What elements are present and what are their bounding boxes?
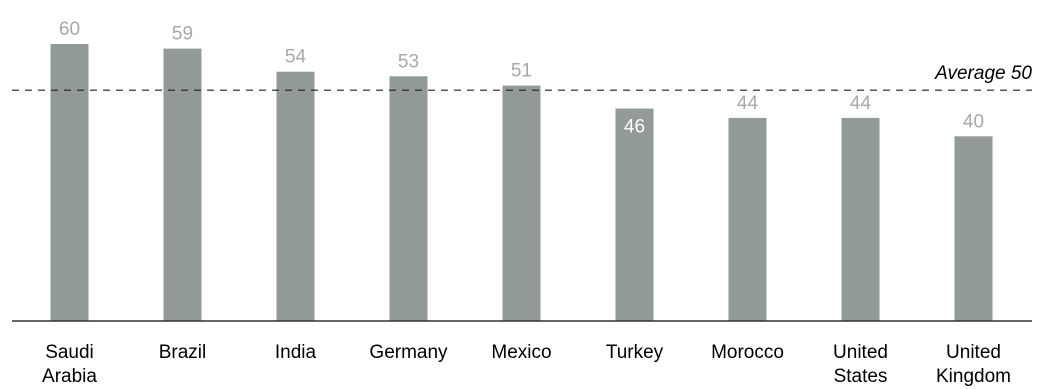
category-label: Turkey xyxy=(606,342,664,363)
average-label: Average 50 xyxy=(934,63,1032,84)
data-label: 46 xyxy=(624,117,645,138)
bars-group xyxy=(50,44,993,322)
data-label: 40 xyxy=(963,111,984,132)
bar xyxy=(276,71,315,321)
data-label: 44 xyxy=(850,93,872,114)
bar xyxy=(615,108,654,321)
data-label: 44 xyxy=(737,93,759,114)
category-label: Mexico xyxy=(491,342,551,363)
data-label: 60 xyxy=(59,19,80,40)
data-label: 59 xyxy=(172,24,193,45)
category-label: India xyxy=(275,342,317,363)
bar xyxy=(163,48,202,321)
value-labels-group: 60 59 54 53 51 46 44 44 40 xyxy=(59,19,984,138)
data-label: 51 xyxy=(511,61,532,82)
bar xyxy=(954,136,993,321)
bar xyxy=(389,76,428,321)
category-labels-group: Saudi Arabia Brazil India Germany Mexico Turke… xyxy=(42,342,1011,387)
bar xyxy=(50,44,89,321)
category-label: Germany xyxy=(369,342,448,363)
bar xyxy=(841,117,880,322)
category-label: United States xyxy=(833,342,888,387)
bar xyxy=(728,117,767,322)
bar xyxy=(502,85,541,321)
data-label: 53 xyxy=(398,51,419,72)
category-label: United Kingdom xyxy=(936,342,1011,387)
category-label: Brazil xyxy=(159,342,207,363)
data-label: 54 xyxy=(285,47,307,68)
category-label: Morocco xyxy=(711,342,784,363)
category-label: Saudi Arabia xyxy=(42,342,97,387)
